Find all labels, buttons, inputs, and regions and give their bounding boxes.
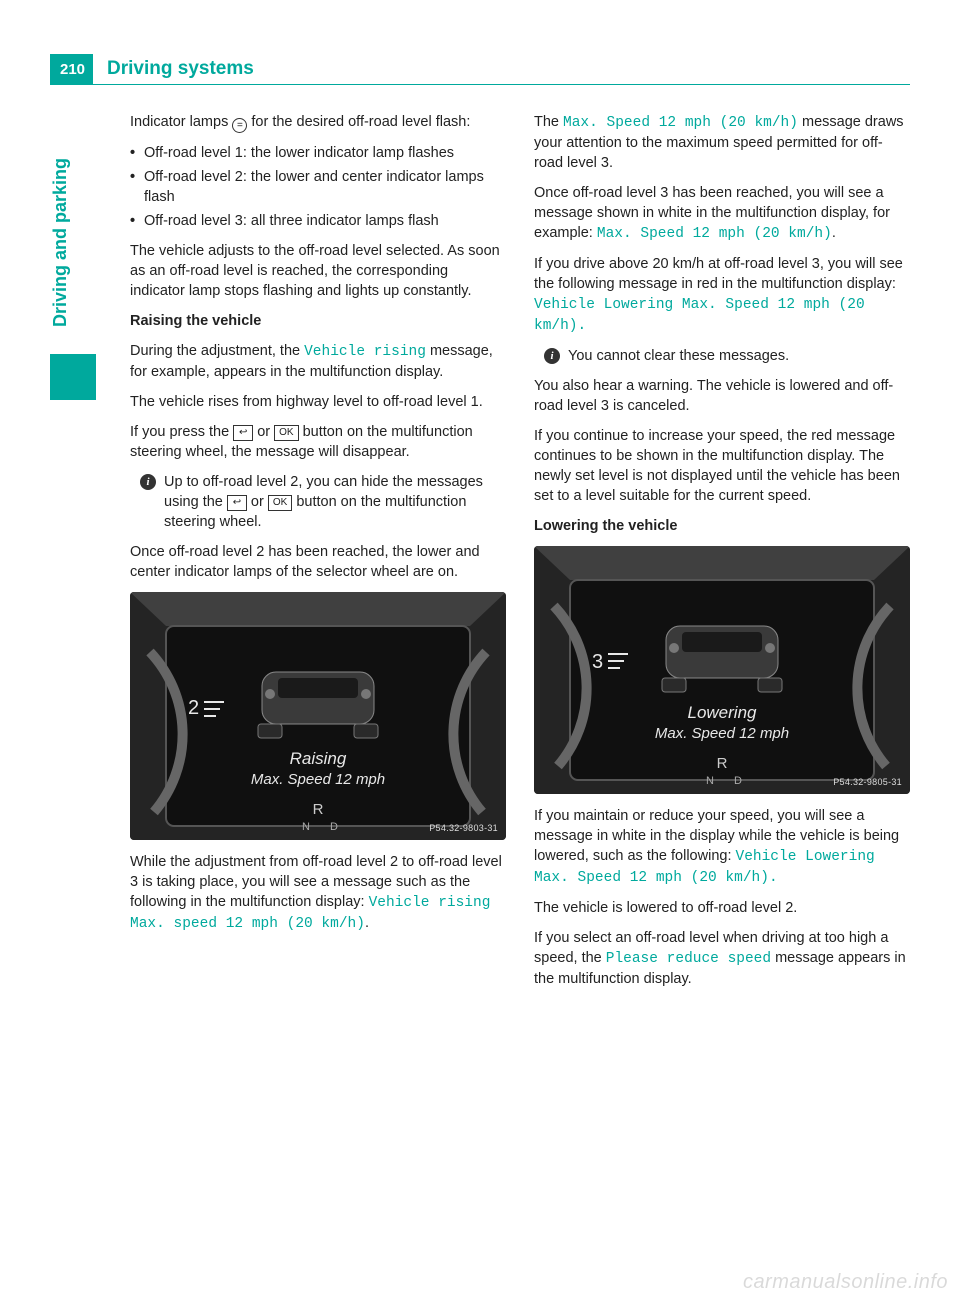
- svg-text:3: 3: [592, 651, 603, 673]
- info-note: i Up to off-road level 2, you can hide t…: [140, 472, 506, 532]
- figure-raising: 2 Raising Max. Speed 12 mph R N D P54.32…: [130, 592, 506, 840]
- body-text: Once off-road level 3 has been reached, …: [534, 183, 910, 244]
- body-text: During the adjustment, the Vehicle risin…: [130, 341, 506, 382]
- page-header: 210 Driving systems: [50, 54, 254, 84]
- svg-text:R: R: [717, 755, 728, 772]
- header-rule: [50, 84, 910, 85]
- body-text: If you drive above 20 km/h at off-road l…: [534, 254, 910, 336]
- chapter-title: Driving systems: [107, 58, 254, 80]
- svg-text:N: N: [302, 821, 310, 833]
- list-item: Off-road level 1: the lower indicator la…: [130, 143, 506, 163]
- body-text: The vehicle is lowered to off-road level…: [534, 898, 910, 918]
- svg-text:Max. Speed 12 mph: Max. Speed 12 mph: [251, 771, 385, 788]
- display-message: Vehicle rising: [304, 344, 426, 360]
- body-text: If you maintain or reduce your speed, yo…: [534, 806, 910, 888]
- right-column: The Max. Speed 12 mph (20 km/h) message …: [534, 112, 910, 999]
- body-text: The vehicle adjusts to the off-road leve…: [130, 241, 506, 301]
- list-item: Off-road level 2: the lower and center i…: [130, 167, 506, 207]
- back-key-icon: ↩: [233, 425, 253, 441]
- display-message: Vehicle Lowering Max. Speed 12 mph (20 k…: [534, 297, 865, 334]
- body-text: Indicator lamps = for the desired off-ro…: [130, 112, 506, 133]
- ok-key-icon: OK: [274, 425, 298, 441]
- display-message: Please reduce speed: [606, 951, 771, 967]
- svg-text:D: D: [330, 821, 338, 833]
- body-text: Once off-road level 2 has been reached, …: [130, 542, 506, 582]
- info-text: Up to off-road level 2, you can hide the…: [164, 472, 506, 532]
- display-message: Max. Speed 12 mph (20 km/h): [563, 115, 798, 131]
- section-tab: Driving and parking: [50, 130, 96, 400]
- body-text: If you press the ↩ or OK button on the m…: [130, 422, 506, 462]
- ref-marker-icon: =: [232, 118, 247, 133]
- list-item: Off-road level 3: all three indicator la…: [130, 211, 506, 231]
- svg-text:R: R: [313, 801, 324, 818]
- display-message: Max. Speed 12 mph (20 km/h): [597, 226, 832, 242]
- svg-text:D: D: [734, 775, 742, 787]
- back-key-icon: ↩: [227, 495, 247, 511]
- subheading: Raising the vehicle: [130, 311, 506, 331]
- info-text: You cannot clear these messages.: [568, 346, 789, 366]
- info-note: i You cannot clear these messages.: [544, 346, 910, 366]
- page-number: 210: [50, 54, 93, 84]
- body-text: If you continue to increase your speed, …: [534, 426, 910, 506]
- watermark: carmanualsonline.info: [743, 1271, 948, 1294]
- svg-text:2: 2: [188, 697, 199, 719]
- body-text: While the adjustment from off-road level…: [130, 852, 506, 934]
- figure-lowering: 3 Lowering Max. Speed 12 mph R N D P54.3…: [534, 546, 910, 794]
- figure-code: P54.32-9803-31: [429, 822, 498, 834]
- content-columns: Indicator lamps = for the desired off-ro…: [130, 112, 910, 999]
- figure-code: P54.32-9805-31: [833, 776, 902, 788]
- svg-text:Lowering: Lowering: [688, 703, 758, 722]
- ok-key-icon: OK: [268, 495, 292, 511]
- subheading: Lowering the vehicle: [534, 516, 910, 536]
- info-icon: i: [544, 348, 560, 364]
- left-column: Indicator lamps = for the desired off-ro…: [130, 112, 506, 999]
- body-text: The vehicle rises from highway level to …: [130, 392, 506, 412]
- info-icon: i: [140, 474, 156, 490]
- svg-text:Raising: Raising: [290, 749, 347, 768]
- body-text: You also hear a warning. The vehicle is …: [534, 376, 910, 416]
- svg-text:N: N: [706, 775, 714, 787]
- body-text: If you select an off-road level when dri…: [534, 928, 910, 989]
- bullet-list: Off-road level 1: the lower indicator la…: [130, 143, 506, 231]
- section-tab-block: [50, 354, 96, 400]
- section-tab-label: Driving and parking: [50, 130, 96, 354]
- body-text: The Max. Speed 12 mph (20 km/h) message …: [534, 112, 910, 173]
- svg-text:Max. Speed 12 mph: Max. Speed 12 mph: [655, 725, 789, 742]
